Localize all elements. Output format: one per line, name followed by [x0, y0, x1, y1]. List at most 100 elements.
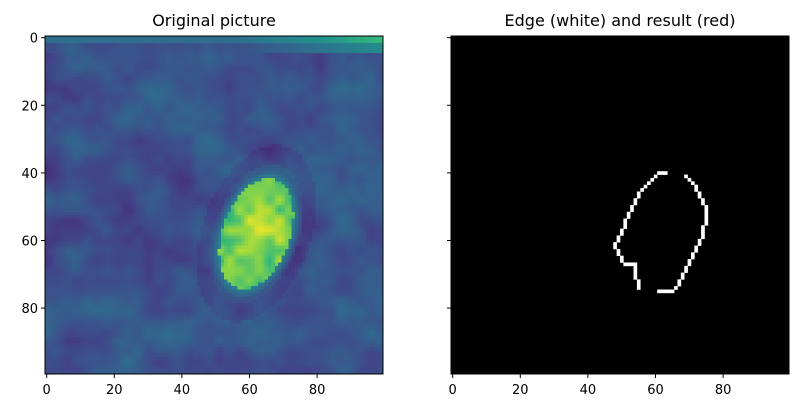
edge-pixel — [623, 225, 628, 229]
x-tick-label-right-3: 60 — [647, 383, 664, 398]
edge-pixel — [633, 198, 638, 202]
edge-pixel — [684, 269, 688, 273]
edge-pixel — [633, 272, 638, 277]
edge-pixel — [690, 252, 695, 256]
edge-pixel — [657, 289, 661, 294]
edge-pixel — [626, 215, 631, 219]
edge-pixel — [660, 171, 665, 175]
edge-pixel — [690, 181, 695, 186]
edge-pixel — [687, 262, 692, 267]
ticks-original: 0 20 40 60 80 0 20 40 60 80 — [21, 32, 325, 398]
edge-pixel — [613, 245, 617, 250]
edge-pixel — [613, 242, 617, 246]
edge-pixel — [650, 177, 655, 182]
y-tick-label-left-1: 20 — [21, 99, 38, 114]
edge-pixel — [697, 242, 702, 246]
edge-pixel — [633, 275, 638, 280]
y-tick-label-left-0: 0 — [30, 32, 38, 47]
edge-pixel — [633, 265, 638, 270]
edge-pixel — [680, 275, 685, 280]
x-tick-label-left-0: 0 — [43, 383, 51, 398]
edge-pixel — [704, 218, 709, 223]
edge-pixel — [677, 282, 682, 287]
edge-pixel — [630, 208, 634, 213]
edge-pixel — [704, 215, 709, 219]
edge-pixel — [680, 272, 685, 277]
panel-original: Original picture 0 20 40 60 80 0 20 40 60 80 — [21, 11, 384, 398]
edge-pixel — [670, 289, 675, 294]
edge-pixel — [690, 255, 695, 260]
edge-pixel — [620, 255, 624, 260]
y-tick-label-left-2: 40 — [21, 167, 38, 182]
y-tick-label-left-4: 80 — [21, 302, 38, 317]
edge-pixel — [694, 248, 699, 253]
edge-pixel — [657, 171, 661, 175]
edge-pixel — [623, 221, 628, 226]
edge-pixel — [633, 262, 638, 267]
edge-pixel — [626, 262, 631, 267]
ticks-edge: 0 20 40 60 80 — [447, 37, 731, 398]
edge-pixel — [704, 221, 709, 226]
x-tick-label-right-1: 20 — [512, 383, 529, 398]
edge-pixel — [697, 238, 702, 243]
edge-pixel — [653, 174, 658, 179]
edge-pixel — [667, 289, 671, 294]
edge-pixel — [684, 265, 688, 270]
edge-pixel — [616, 248, 621, 253]
edge-pixel — [701, 232, 705, 236]
edge-pixel — [701, 198, 705, 202]
edge-pixel — [623, 262, 628, 267]
edge-pixel — [626, 211, 631, 216]
edge-pixel — [636, 191, 641, 196]
chart-title-original: Original picture — [152, 11, 276, 30]
edge-pixel — [630, 205, 634, 209]
edge-pixel — [704, 208, 709, 213]
plot-frame-edge — [450, 35, 790, 375]
heatmap-original — [45, 36, 383, 374]
x-tick-label-left-1: 20 — [106, 383, 123, 398]
plot-frame-original — [44, 35, 384, 375]
edge-pixel — [704, 211, 709, 216]
edge-pixel — [630, 262, 634, 267]
edge-background — [451, 36, 789, 374]
edge-pixel — [616, 252, 621, 256]
edge-pixel — [633, 201, 638, 206]
chart-title-edge: Edge (white) and result (red) — [505, 11, 736, 30]
edge-pixel — [636, 279, 641, 284]
edge-pixel — [636, 286, 641, 290]
panel-edge: Edge (white) and result (red) 0 20 40 60 80 — [447, 11, 790, 398]
edge-pixel — [697, 194, 702, 199]
edge-pixel — [694, 184, 699, 189]
edge-pixel — [701, 225, 705, 229]
x-tick-label-left-3: 60 — [241, 383, 258, 398]
edge-pixel — [636, 282, 641, 287]
edge-pixel — [623, 218, 628, 223]
x-tick-label-right-2: 40 — [580, 383, 597, 398]
edge-pixel — [663, 289, 668, 294]
edge-pixel — [660, 289, 665, 294]
edge-points — [613, 171, 709, 294]
edge-pixel — [701, 235, 705, 240]
edge-pixel — [694, 188, 699, 192]
edge-pixel — [616, 235, 621, 240]
edge-pixel — [663, 171, 668, 175]
y-tick-label-left-3: 60 — [21, 234, 38, 249]
edge-pixel — [697, 191, 702, 196]
edge-pixel — [704, 205, 709, 209]
edge-pixel — [687, 259, 692, 263]
edge-pixel — [687, 177, 692, 182]
edge-pixel — [647, 181, 651, 186]
edge-pixel — [620, 259, 624, 263]
edge-pixel — [643, 184, 648, 189]
edge-pixel — [616, 238, 621, 243]
edge-pixel — [636, 194, 641, 199]
edge-pixel — [640, 188, 644, 192]
edge-pixel — [677, 279, 682, 284]
edge-pixel — [694, 245, 699, 250]
x-tick-label-left-4: 80 — [309, 383, 326, 398]
edge-pixel — [684, 174, 688, 179]
x-tick-label-left-2: 40 — [174, 383, 191, 398]
edge-pixel — [620, 232, 624, 236]
edge-pixel — [701, 201, 705, 206]
